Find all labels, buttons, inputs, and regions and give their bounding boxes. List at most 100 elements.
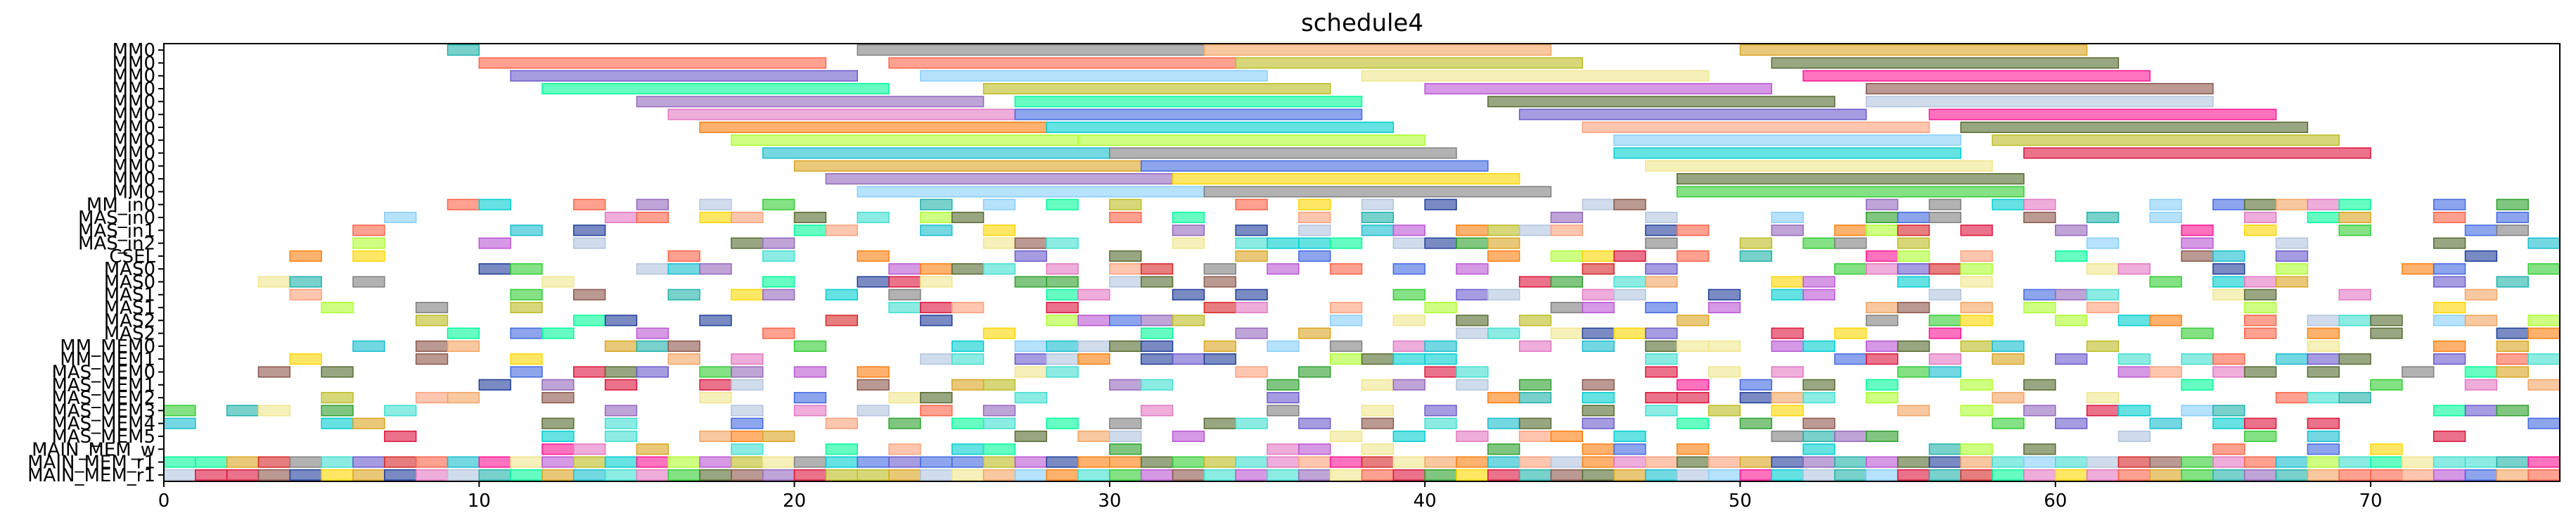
gantt-bar xyxy=(1834,263,1867,275)
gantt-bar xyxy=(1361,443,1395,455)
gantt-bar xyxy=(1456,315,1489,327)
gantt-bar xyxy=(920,405,953,417)
gantt-bar xyxy=(731,417,764,429)
gantt-bar xyxy=(1960,405,1993,417)
gantt-bar xyxy=(1613,327,1646,339)
gantt-bar xyxy=(542,417,575,429)
gantt-bar xyxy=(573,224,606,236)
gantt-bar xyxy=(2464,224,2498,236)
gantt-bar xyxy=(542,82,890,95)
gantt-bar xyxy=(793,160,1142,172)
gantt-bar xyxy=(1456,430,1489,443)
gantt-bar xyxy=(1487,469,1520,481)
gantt-bar xyxy=(415,456,449,468)
gantt-bar xyxy=(1739,44,2088,56)
gantt-bar xyxy=(478,198,511,210)
gantt-bar xyxy=(2464,379,2498,391)
gantt-bar xyxy=(2243,289,2277,301)
gantt-bar xyxy=(825,224,858,236)
gantt-bar xyxy=(1992,392,2025,404)
gantt-bar xyxy=(1707,456,1741,468)
gantt-bar xyxy=(1582,340,1615,352)
gantt-bar xyxy=(1518,224,1552,236)
gantt-bar xyxy=(1109,340,1142,352)
y-tick-label: MAS_MEM2 xyxy=(51,388,155,409)
gantt-bar xyxy=(1739,456,1773,468)
gantt-bar xyxy=(1361,353,1395,365)
gantt-bar xyxy=(857,276,890,288)
gantt-bar xyxy=(2149,198,2182,210)
gantt-bar xyxy=(1992,134,2340,146)
gantt-bar xyxy=(636,263,669,275)
x-tick-label: 60 xyxy=(2044,491,2067,512)
gantt-bar xyxy=(2402,366,2435,378)
gantt-bar xyxy=(2149,276,2182,288)
y-tick-label: MM0 xyxy=(113,182,155,203)
gantt-bar xyxy=(1298,237,1331,249)
gantt-bar xyxy=(1140,160,1489,172)
gantt-bar xyxy=(1897,469,1930,481)
gantt-bar xyxy=(2307,443,2340,455)
gantt-bar xyxy=(2370,469,2403,481)
y-tick-label: MAS_MEM1 xyxy=(51,375,155,396)
gantt-bar xyxy=(1267,443,1300,455)
gantt-bar xyxy=(857,405,890,417)
gantt-bar xyxy=(352,340,385,352)
gantt-bar xyxy=(920,456,953,468)
gantt-bar xyxy=(1361,211,1395,224)
gantt-bar xyxy=(1077,456,1110,468)
gantt-bar xyxy=(1203,186,1552,198)
gantt-bar xyxy=(762,327,795,339)
gantt-bar xyxy=(1613,469,1646,481)
gantt-bar xyxy=(1424,301,1457,314)
gantt-bar xyxy=(2054,353,2088,365)
gantt-bar xyxy=(2402,456,2435,468)
gantt-bar xyxy=(1456,237,1489,249)
gantt-bar xyxy=(1046,366,1079,378)
gantt-bar xyxy=(951,417,985,429)
gantt-bar xyxy=(1046,263,1079,275)
gantt-bar xyxy=(1235,237,1268,249)
gantt-bar xyxy=(2433,263,2466,275)
gantt-bar xyxy=(478,263,511,275)
gantt-bar xyxy=(1235,366,1268,378)
gantt-bar xyxy=(2433,405,2466,417)
gantt-bar xyxy=(1960,250,1993,262)
gantt-bar xyxy=(762,250,795,262)
gantt-bar xyxy=(2054,224,2088,236)
y-tick-label: MAS0 xyxy=(104,272,155,293)
gantt-bar xyxy=(1140,315,1174,327)
gantt-bar xyxy=(857,379,890,391)
gantt-bar xyxy=(1992,456,2025,468)
gantt-bar xyxy=(1172,289,1205,301)
gantt-bar xyxy=(825,443,858,455)
gantt-bar xyxy=(2212,353,2245,365)
gantt-bar xyxy=(762,430,795,443)
gantt-bar xyxy=(1456,289,1489,301)
gantt-bar xyxy=(1329,353,1363,365)
gantt-bar xyxy=(1802,70,2151,82)
gantt-bar xyxy=(888,443,921,455)
y-tick-label: MM0 xyxy=(113,169,155,190)
gantt-bar xyxy=(1928,443,1962,455)
gantt-bar xyxy=(2086,211,2120,224)
gantt-bar xyxy=(1802,443,1835,455)
gantt-bar xyxy=(1456,469,1489,481)
gantt-bar xyxy=(604,405,638,417)
gantt-bar xyxy=(888,417,921,429)
gantt-bar xyxy=(699,121,1047,133)
y-tick-label: MAS_in2 xyxy=(78,234,155,255)
gantt-bar xyxy=(289,469,322,481)
gantt-bar xyxy=(793,340,827,352)
gantt-bar xyxy=(2496,224,2529,236)
gantt-bar xyxy=(2527,237,2561,249)
gantt-bar xyxy=(1298,198,1331,210)
y-tick-label: MM_in0 xyxy=(86,195,155,216)
gantt-bar xyxy=(1550,469,1584,481)
gantt-bar xyxy=(1582,198,1615,210)
gantt-bar xyxy=(510,366,543,378)
gantt-bar xyxy=(384,405,417,417)
gantt-bar xyxy=(1645,211,1678,224)
gantt-bar xyxy=(1550,276,1584,288)
gantt-bar xyxy=(257,469,291,481)
